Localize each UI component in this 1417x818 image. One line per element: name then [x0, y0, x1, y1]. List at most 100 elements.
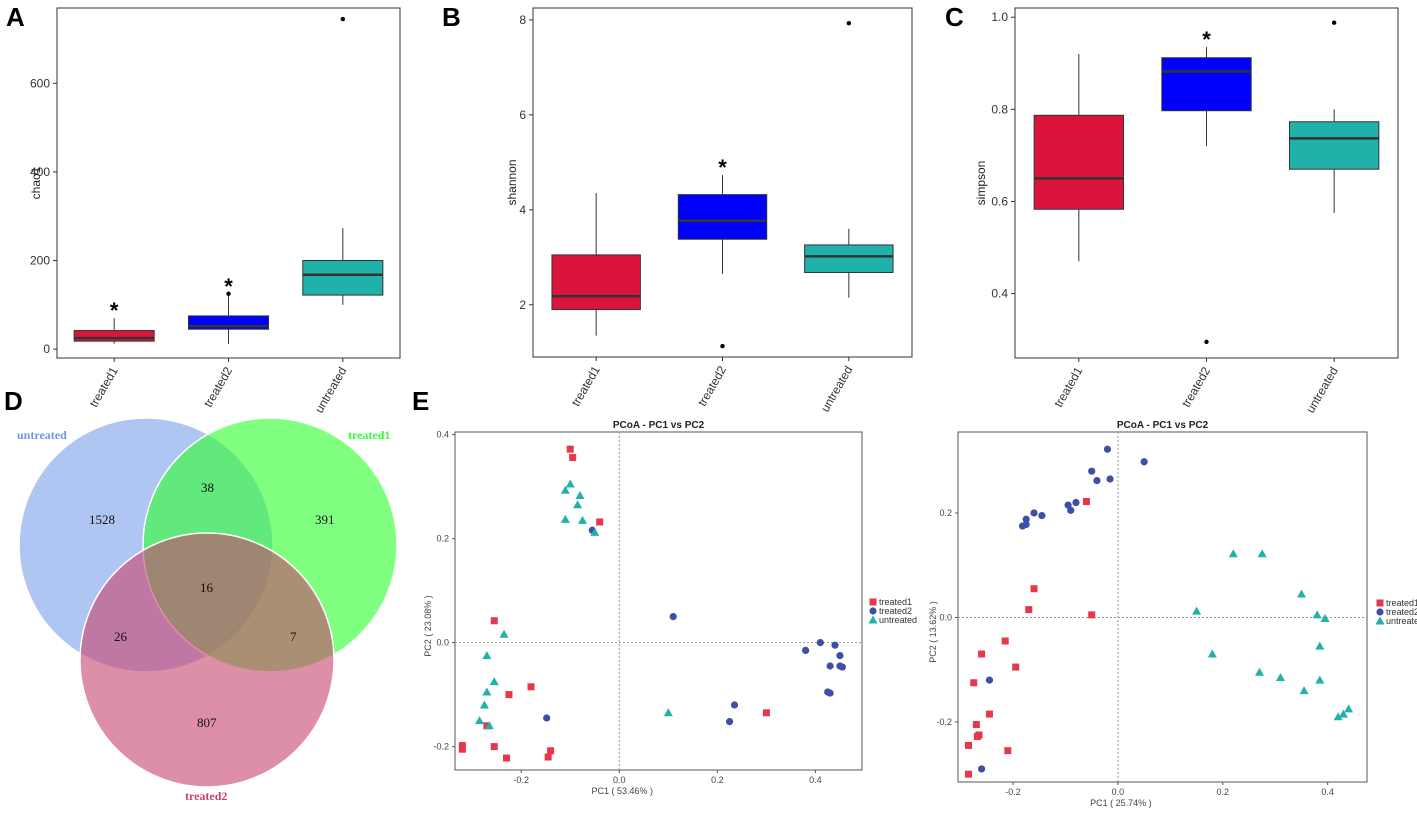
y-tick-label: 6	[519, 108, 526, 122]
point-treated1	[547, 747, 555, 755]
x-tick-label: -0.2	[1005, 787, 1021, 797]
point-untreated	[1255, 667, 1265, 676]
point-untreated	[482, 687, 492, 696]
legend-label: treated1	[879, 597, 912, 607]
point-untreated	[1312, 610, 1322, 619]
box-untreated	[1288, 121, 1380, 170]
outlier-point	[1204, 339, 1209, 345]
point-treated2	[730, 701, 739, 709]
point-untreated	[1192, 606, 1202, 615]
point-untreated	[573, 500, 583, 509]
outlier-point	[340, 16, 346, 22]
point-untreated	[479, 700, 489, 709]
y-axis-label: shannon	[505, 159, 519, 205]
point-treated1	[972, 721, 980, 729]
venn-label-treated1: treated1	[348, 428, 390, 442]
point-untreated	[1257, 549, 1267, 558]
point-treated1	[1030, 585, 1038, 593]
point-untreated	[565, 479, 575, 488]
point-treated1	[964, 770, 972, 778]
legend-label: treated2	[879, 606, 912, 616]
x-tick-label: treated2	[1179, 364, 1213, 409]
y-tick-label: 8	[519, 13, 526, 27]
point-treated2	[831, 641, 839, 649]
point-treated1	[502, 754, 510, 762]
point-untreated	[1315, 641, 1325, 650]
point-treated1	[1001, 637, 1009, 645]
y-tick-label: 0.2	[436, 534, 449, 544]
box-treated1	[73, 330, 155, 342]
panel-letter-b: B	[442, 2, 461, 32]
point-treated2	[985, 676, 994, 684]
point-treated2	[826, 662, 834, 670]
significance-star: *	[1202, 27, 1211, 52]
legend-marker-untreated	[1375, 616, 1385, 625]
point-untreated	[475, 716, 485, 725]
venn-count-treated1-only: 391	[315, 512, 335, 527]
point-treated2	[802, 646, 810, 655]
point-treated2	[1067, 506, 1075, 514]
point-treated2	[1088, 467, 1096, 475]
point-treated2	[543, 714, 551, 722]
point-treated2	[726, 718, 734, 726]
venn-count-untreated-treated1: 38	[201, 480, 214, 495]
point-treated1	[1025, 606, 1033, 614]
point-treated1	[985, 710, 993, 718]
y-tick-label: 4	[519, 203, 526, 217]
point-untreated	[1299, 686, 1309, 695]
point-treated1	[1012, 663, 1020, 671]
y-tick-label: -0.2	[936, 717, 952, 727]
point-treated2	[826, 689, 834, 697]
point-treated1	[596, 518, 604, 526]
venn-count-all: 16	[200, 580, 214, 595]
point-treated1	[566, 445, 574, 453]
point-treated1	[1004, 747, 1012, 755]
point-treated2	[1140, 458, 1148, 466]
x-axis-label: PC1 ( 53.46% )	[592, 786, 654, 796]
x-tick-label: treated1	[569, 363, 603, 408]
point-untreated	[560, 485, 570, 494]
point-untreated	[489, 677, 499, 686]
x-tick-label: 0.0	[613, 775, 626, 785]
point-treated2	[1030, 509, 1038, 517]
y-tick-label: 2	[519, 298, 526, 312]
point-treated2	[838, 663, 846, 671]
y-axis-label: chao1	[29, 166, 43, 199]
y-tick-label: -0.2	[433, 742, 449, 752]
point-treated1	[1088, 611, 1096, 619]
y-tick-label: 600	[30, 76, 50, 90]
point-untreated	[577, 515, 587, 524]
plot-title: PCoA - PC1 vs PC2	[613, 420, 705, 431]
point-untreated	[1338, 709, 1348, 718]
point-treated1	[458, 742, 466, 750]
y-tick-label: 0.0	[436, 638, 449, 648]
point-treated2	[1106, 475, 1114, 483]
point-untreated	[1320, 613, 1330, 622]
point-treated2	[977, 765, 986, 773]
significance-star: *	[110, 298, 119, 323]
x-tick-label: treated2	[201, 364, 235, 409]
y-tick-label: 0.0	[939, 612, 952, 622]
point-untreated	[590, 527, 600, 536]
point-treated1	[490, 743, 498, 751]
pcoa-scatter-right: PCoA - PC1 vs PC2 -0.2 0.0 0.2 0.4 -0.2 0.0 0.2…	[928, 420, 1417, 808]
outlier-point	[226, 291, 231, 296]
box-treated2	[677, 194, 768, 240]
box-treated1	[551, 254, 641, 311]
point-treated2	[1022, 515, 1030, 523]
shannon-boxplot: 2 4 6 8 shannon treated1 * treated2 untreated	[505, 7, 913, 414]
y-tick-label: 1.0	[991, 10, 1008, 24]
venn-count-treated1-treated2: 7	[290, 629, 297, 644]
x-tick-label: 0.4	[809, 775, 822, 785]
point-treated1	[762, 709, 770, 717]
x-tick-label: 0.4	[1321, 787, 1334, 797]
point-treated2	[816, 639, 824, 647]
venn-count-untreated-treated2: 26	[114, 629, 128, 644]
point-untreated	[484, 721, 494, 730]
point-untreated	[499, 629, 509, 638]
outlier-point	[846, 20, 852, 26]
venn-label-treated2: treated2	[185, 789, 227, 803]
box-untreated	[302, 260, 384, 296]
point-untreated	[663, 708, 673, 717]
y-tick-label: 0	[43, 342, 50, 356]
